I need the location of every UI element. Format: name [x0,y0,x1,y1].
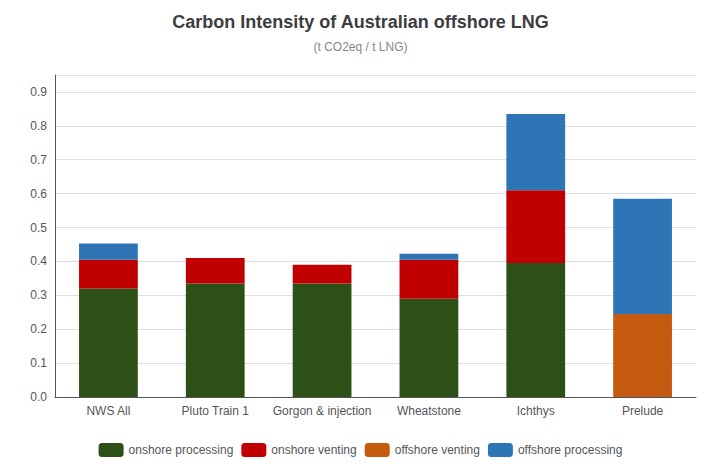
svg-text:0.8: 0.8 [30,119,47,133]
svg-text:0.7: 0.7 [30,153,47,167]
svg-text:Ichthys: Ichthys [517,404,555,418]
svg-text:0.9: 0.9 [30,85,47,99]
svg-text:(t CO2eq / t LNG): (t CO2eq / t LNG) [313,40,407,54]
svg-text:Carbon Intensity of Australian: Carbon Intensity of Australian offshore … [172,12,548,32]
svg-text:Wheatstone: Wheatstone [397,404,461,418]
svg-text:Pluto Train 1: Pluto Train 1 [182,404,250,418]
svg-text:0.2: 0.2 [30,322,47,336]
svg-text:0.3: 0.3 [30,288,47,302]
svg-text:0.1: 0.1 [30,356,47,370]
svg-text:onshore processing: onshore processing [129,443,234,457]
svg-text:NWS All: NWS All [86,404,130,418]
svg-text:0.4: 0.4 [30,254,47,268]
svg-text:0.0: 0.0 [30,390,47,404]
svg-text:offshore venting: offshore venting [395,443,480,457]
svg-text:0.6: 0.6 [30,187,47,201]
svg-text:0.5: 0.5 [30,221,47,235]
svg-text:Prelude: Prelude [622,404,664,418]
svg-text:offshore processing: offshore processing [518,443,623,457]
svg-text:onshore venting: onshore venting [271,443,356,457]
svg-text:Gorgon & injection: Gorgon & injection [273,404,372,418]
